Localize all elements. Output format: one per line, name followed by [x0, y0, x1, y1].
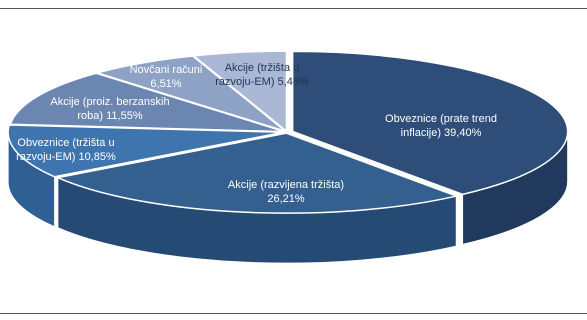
bottom-divider: [0, 313, 587, 314]
slice-label: Obveznice (tržišta u razvoju-EM) 10,85%: [16, 137, 116, 163]
pie-slice: [291, 50, 569, 196]
slice-label: Obveznice (prate trend inflacije) 39,40%: [385, 113, 497, 139]
slice-label: Akcije (tržišta u razvoju-EM) 5,48%: [215, 62, 309, 88]
pie-slice: [55, 132, 459, 214]
pie-slice: [191, 50, 288, 133]
pie-slice: [9, 72, 285, 133]
pie-slice: [7, 124, 284, 178]
slice-label: Akcije (proiz. berzanskih roba) 11,55%: [50, 96, 169, 122]
slice-label: Novčani računi 6,51%: [130, 64, 203, 90]
top-divider: [0, 8, 587, 9]
slice-label: Akcije (razvijena tržišta) 26,21%: [228, 179, 344, 205]
pie-slice: [94, 55, 286, 132]
